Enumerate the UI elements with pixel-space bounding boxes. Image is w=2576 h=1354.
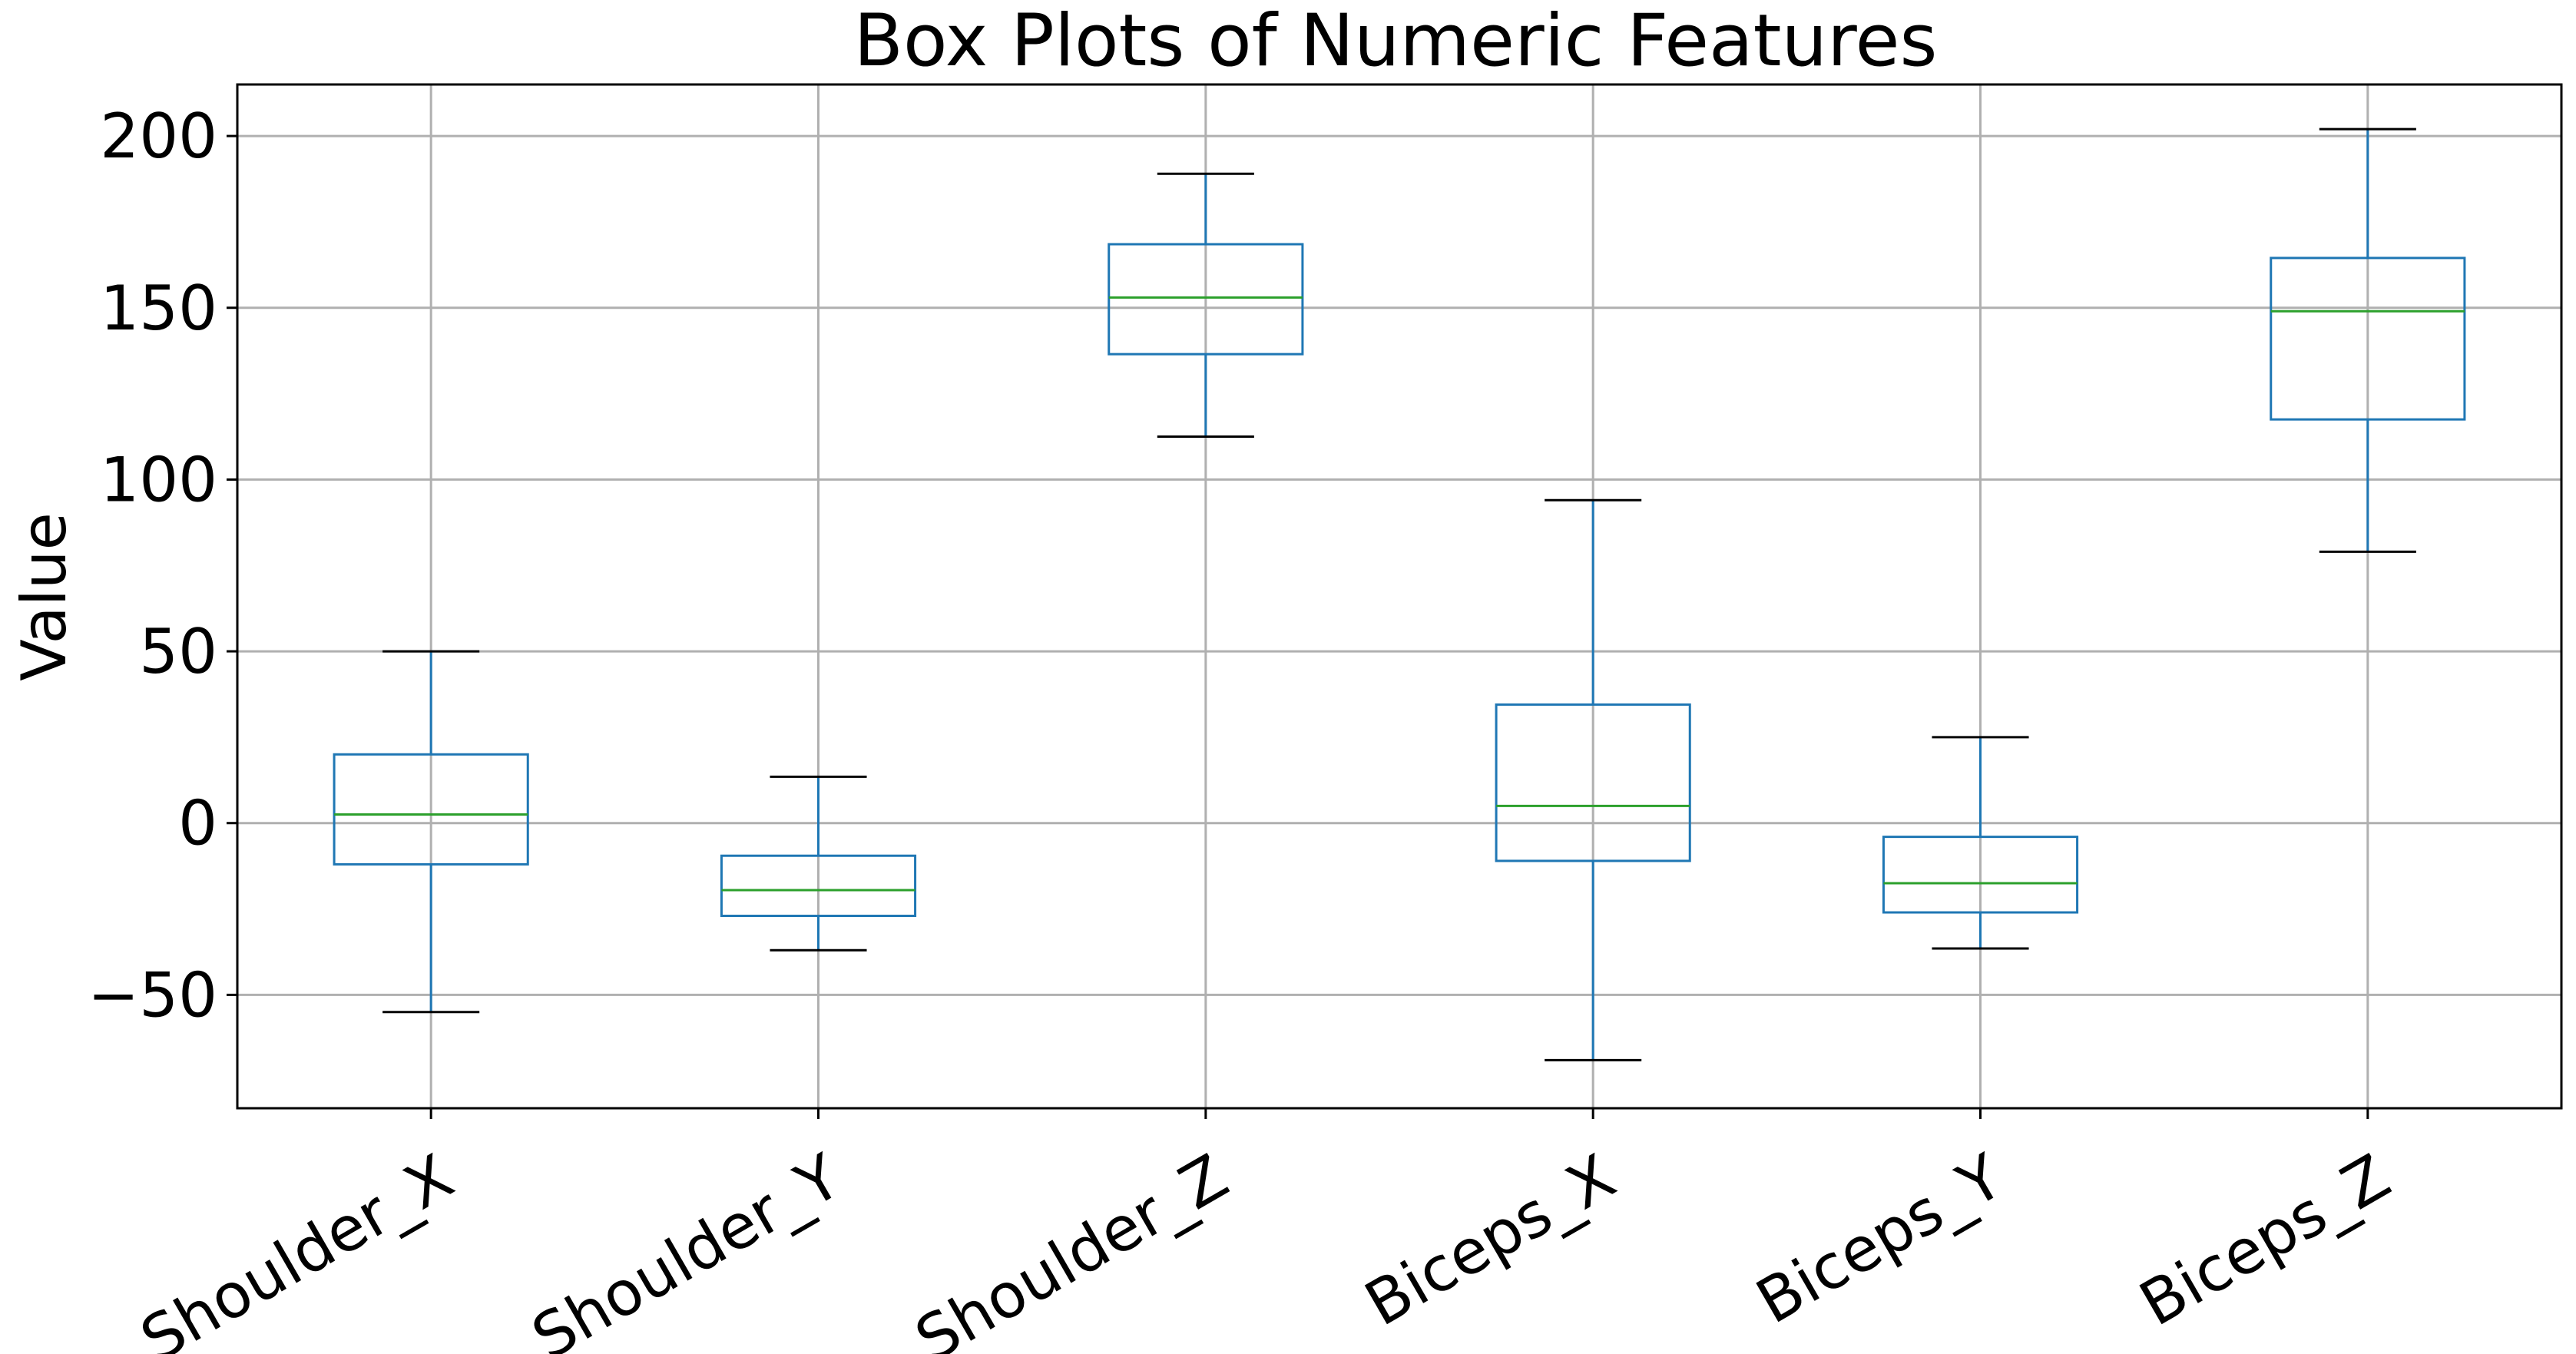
y-axis-ticks: −50 0 50 100 150 200: [88, 101, 237, 1031]
box-series: [333, 127, 2466, 1061]
y-tick-label: −50: [88, 959, 217, 1031]
plot-frame: [236, 83, 2563, 1110]
box-iqr: [1882, 836, 2079, 914]
box-iqr: [333, 753, 529, 866]
x-tick-label: Biceps_Z: [2128, 1140, 2402, 1339]
x-tick-label: Shoulder_Y: [521, 1140, 853, 1354]
box-iqr: [1108, 243, 1304, 356]
box-plot-biceps-x: [1495, 498, 1691, 1061]
y-tick-label: 0: [178, 788, 217, 859]
y-tick-label: 200: [100, 101, 217, 172]
x-axis-ticks: Shoulder_X Shoulder_Y Shoulder_Z Biceps_X Bi…: [129, 1108, 2402, 1354]
box-iqr: [720, 854, 917, 918]
x-tick-label: Shoulder_X: [129, 1140, 465, 1354]
box-plot-shoulder-x: [333, 650, 529, 1014]
box-plot-shoulder-z: [1108, 172, 1304, 438]
y-axis-label: Value: [8, 512, 80, 681]
chart-title: Box Plots of Numeric Features: [854, 0, 1938, 83]
box-plot-biceps-y: [1882, 736, 2079, 950]
box-plot-biceps-z: [2270, 127, 2466, 553]
y-tick-label: 150: [100, 273, 217, 344]
y-tick-label: 100: [100, 444, 217, 515]
box-iqr: [2270, 257, 2466, 421]
grid-lines: [237, 84, 2561, 1108]
x-tick-label: Biceps_X: [1353, 1140, 1627, 1339]
x-tick-label: Biceps_Y: [1745, 1140, 2015, 1338]
box-plot-shoulder-y: [720, 775, 917, 952]
box-iqr: [1495, 703, 1691, 862]
x-tick-label: Shoulder_Z: [904, 1140, 1240, 1354]
y-tick-label: 50: [139, 616, 217, 687]
